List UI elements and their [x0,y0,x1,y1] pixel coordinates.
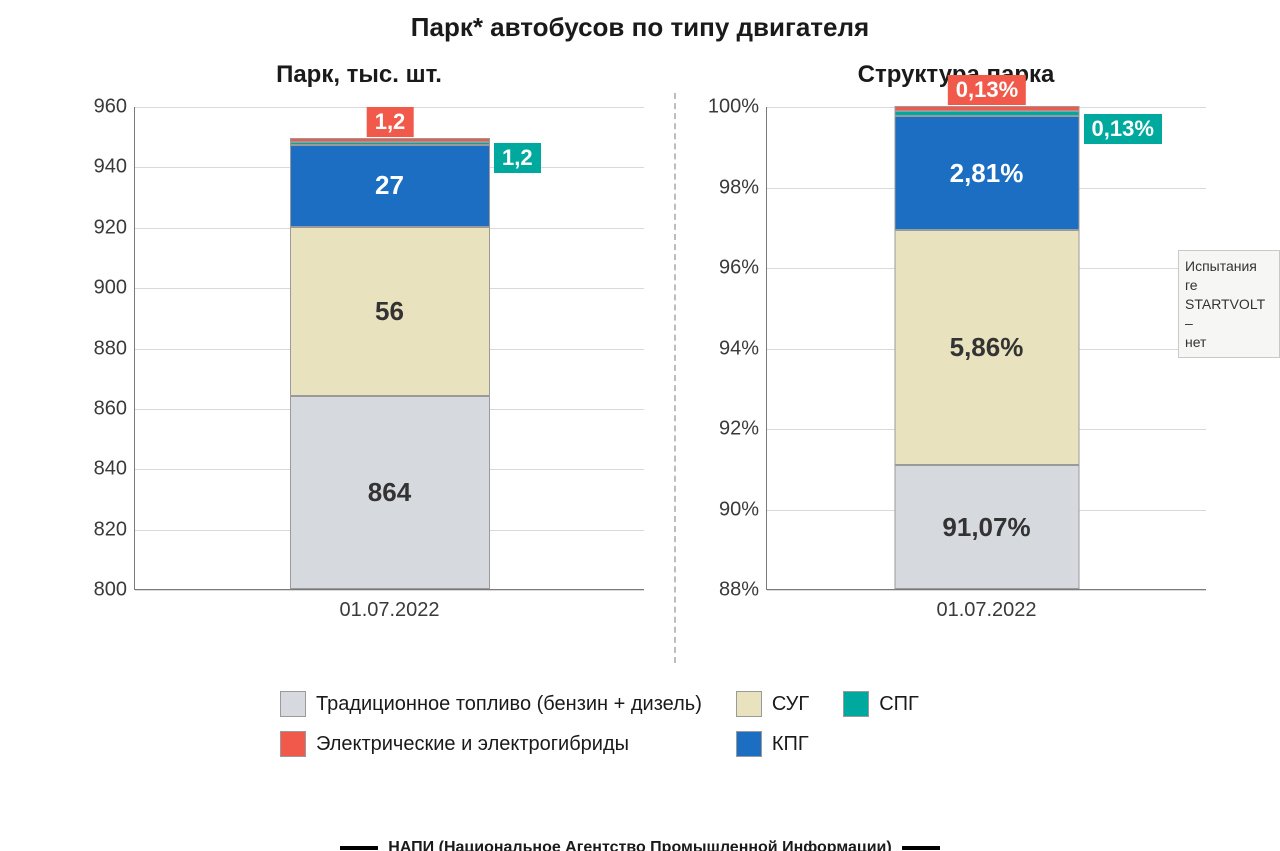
y-tick-label: 90% [719,498,767,521]
segment-electric [894,106,1079,111]
segment-label: 27 [375,170,404,201]
x-tick-label: 01.07.2022 [936,589,1036,622]
y-tick-label: 820 [94,518,135,541]
legend-swatch [736,691,762,717]
callout-label: 1,2 [494,143,541,173]
segment-kpg: 27 [290,145,490,227]
legend-row: Традиционное топливо (бензин + дизель) СУ… [280,691,1280,717]
chart-legend: Традиционное топливо (бензин + дизель) СУ… [280,691,1280,757]
legend-label: СУГ [772,693,809,716]
y-tick-label: 92% [719,418,767,441]
legend-swatch [280,731,306,757]
left-chart-subtitle: Парк, тыс. шт. [44,61,674,89]
y-tick-label: 840 [94,458,135,481]
left-chart-panel: Парк, тыс. шт. 8008208408608809009209409… [44,43,674,590]
right-chart-panel: Структура парка 88%90%92%94%96%98%100%01… [676,43,1236,590]
segment-kpg: 2,81% [894,116,1079,229]
source-footer: НАПИ (Национальное Агентство Промышленно… [0,839,1280,851]
segment-spg [290,142,490,146]
segment-label: 56 [375,296,404,327]
legend-item-kpg: КПГ [736,731,809,757]
segment-sug: 56 [290,227,490,396]
y-tick-label: 960 [94,96,135,119]
y-tick-label: 940 [94,156,135,179]
segment-label: 91,07% [942,512,1030,543]
y-tick-label: 94% [719,337,767,360]
y-tick-label: 88% [719,579,767,602]
segment-label: 2,81% [950,158,1024,189]
segment-spg [894,111,1079,116]
y-tick-label: 880 [94,337,135,360]
right-chart-plot: 88%90%92%94%96%98%100%01.07.202291,07%5,… [766,107,1206,590]
callout-label: 0,13% [1084,114,1162,144]
y-tick-label: 920 [94,216,135,239]
legend-item-electric: Электрические и электрогибриды [280,731,629,757]
segment-label: 864 [368,477,411,508]
legend-item-spg: СПГ [843,691,919,717]
segment-electric [290,138,490,142]
y-tick-label: 800 [94,579,135,602]
y-tick-label: 860 [94,397,135,420]
segment-label: 5,86% [950,332,1024,363]
legend-swatch [843,691,869,717]
y-tick-label: 900 [94,277,135,300]
legend-label: СПГ [879,693,919,716]
legend-label: Традиционное топливо (бензин + дизель) [316,693,702,716]
y-tick-label: 96% [719,257,767,280]
charts-row: Парк, тыс. шт. 8008208408608809009209409… [0,43,1280,663]
y-tick-label: 98% [719,176,767,199]
side-popup-tooltip: Испытания ге STARTVOLT – нет [1178,250,1280,358]
callout-label: 1,2 [367,107,414,137]
x-tick-label: 01.07.2022 [339,589,439,622]
segment-traditional: 91,07% [894,465,1079,589]
segment-traditional: 864 [290,396,490,589]
legend-label: Электрические и электрогибриды [316,733,629,756]
segment-sug: 5,86% [894,230,1079,466]
bar-stack: 864 56 27 [290,106,490,589]
y-tick-label: 100% [708,96,767,119]
chart-main-title: Парк* автобусов по типу двигателя [0,12,1280,43]
callout-label: 0,13% [948,75,1026,105]
legend-swatch [736,731,762,757]
legend-label: КПГ [772,733,809,756]
legend-item-traditional: Традиционное топливо (бензин + дизель) [280,691,702,717]
legend-item-sug: СУГ [736,691,809,717]
bar-stack: 91,07% 5,86% 2,81% [894,106,1079,589]
left-chart-plot: 80082084086088090092094096001.07.2022864… [134,107,644,590]
legend-swatch [280,691,306,717]
legend-row: Электрические и электрогибриды КПГ [280,731,1280,757]
